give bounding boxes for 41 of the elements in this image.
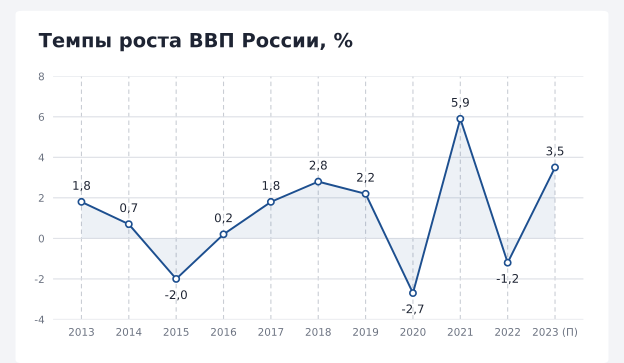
x-tick-label: 2022 <box>495 328 520 336</box>
data-label: -2,0 <box>165 290 187 300</box>
y-tick-label: 8 <box>38 72 44 80</box>
x-tick-label: 2021 <box>448 328 473 336</box>
point <box>314 178 322 186</box>
x-tick-label: 2023 (П) <box>532 328 578 338</box>
data-label: 2,2 <box>357 172 374 183</box>
data-label: -2,7 <box>402 304 424 315</box>
x-tick-label: 2014 <box>116 328 142 336</box>
data-label: -1,2 <box>496 274 518 284</box>
point <box>172 274 180 283</box>
point <box>504 258 512 267</box>
point <box>124 220 133 228</box>
data-label: 0,7 <box>120 203 138 214</box>
x-tick-label: 2020 <box>400 328 426 336</box>
y-tick-label: 4 <box>38 154 44 162</box>
y-tick-label: 6 <box>38 112 44 121</box>
data-label: 5,9 <box>452 98 469 108</box>
data-label: 0,2 <box>214 213 232 224</box>
x-tick-label: 2017 <box>258 328 284 336</box>
point <box>220 230 228 238</box>
data-label: 1,8 <box>73 180 90 192</box>
point <box>551 163 559 172</box>
point <box>408 289 417 298</box>
x-tick-label: 2013 <box>68 328 94 336</box>
x-tick-label: 2018 <box>306 328 331 336</box>
y-tick-label: -4 <box>34 316 44 324</box>
x-tick-label: 2019 <box>353 328 378 336</box>
data-label: 3,5 <box>546 146 564 157</box>
point <box>77 198 86 206</box>
x-tick-label: 2015 <box>164 328 189 336</box>
y-tick-label: 2 <box>38 194 44 202</box>
point <box>266 198 275 206</box>
chart-title: Темпы роста ВВП России, % <box>38 32 352 52</box>
point <box>362 190 370 198</box>
data-label: 2,8 <box>310 160 327 171</box>
y-tick-label: -2 <box>34 275 44 283</box>
data-label: 1,8 <box>262 180 280 192</box>
y-tick-label: 0 <box>38 234 44 242</box>
x-tick-label: 2016 <box>211 328 236 336</box>
point <box>456 114 464 123</box>
